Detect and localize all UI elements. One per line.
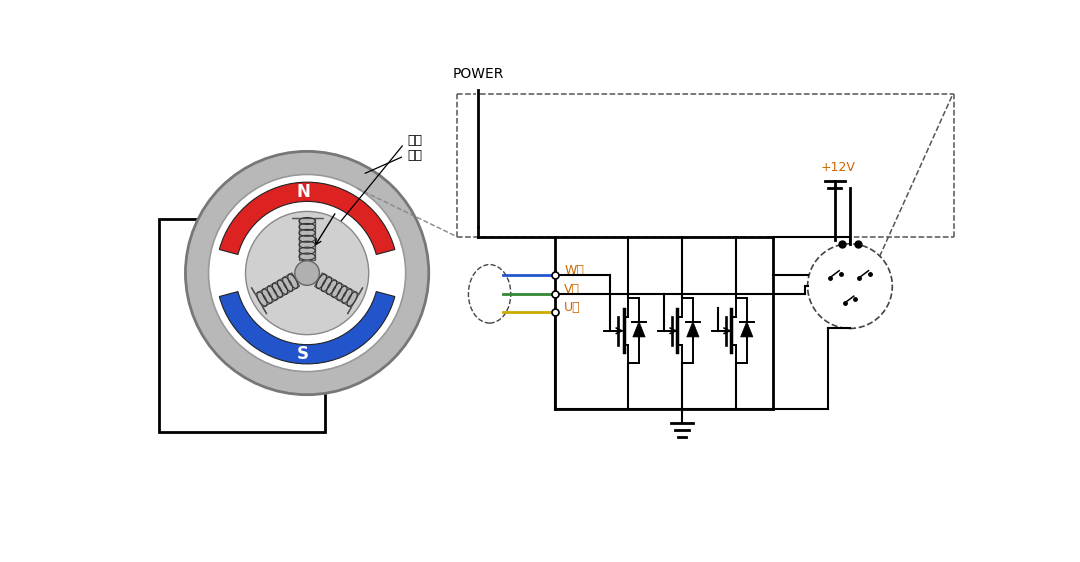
Text: 定子: 定子 xyxy=(407,149,422,162)
Bar xyxy=(159,219,325,432)
Text: V相: V相 xyxy=(564,283,580,296)
Polygon shape xyxy=(292,217,323,260)
Circle shape xyxy=(245,211,368,334)
Text: U相: U相 xyxy=(564,301,581,314)
Wedge shape xyxy=(219,182,395,255)
Text: S: S xyxy=(297,345,309,363)
Polygon shape xyxy=(687,321,699,337)
Polygon shape xyxy=(314,273,363,314)
Polygon shape xyxy=(252,273,299,314)
Text: W相: W相 xyxy=(564,264,584,277)
Circle shape xyxy=(186,151,429,395)
Polygon shape xyxy=(741,321,753,337)
Text: +12V: +12V xyxy=(821,161,855,174)
Text: POWER: POWER xyxy=(453,66,503,80)
Circle shape xyxy=(208,174,406,371)
Polygon shape xyxy=(633,321,645,337)
Text: N: N xyxy=(296,183,310,201)
Circle shape xyxy=(295,261,320,285)
Text: 转子: 转子 xyxy=(407,134,422,147)
Wedge shape xyxy=(219,292,395,364)
